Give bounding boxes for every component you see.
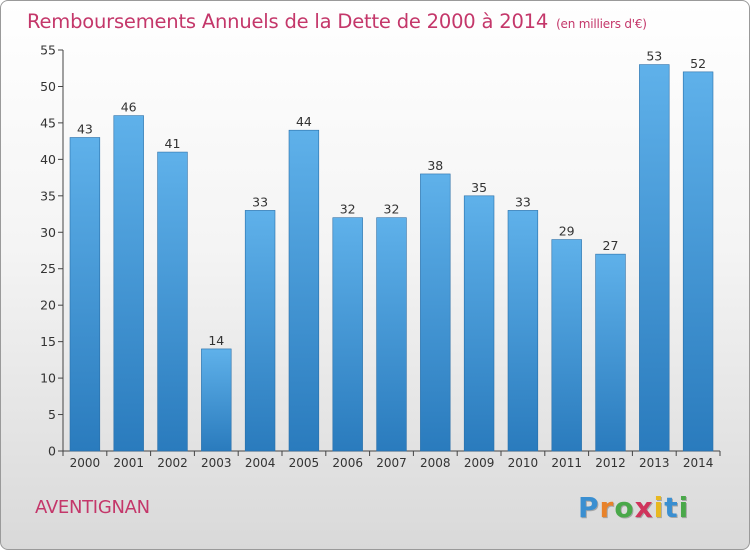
y-tick-label: 5 xyxy=(48,407,56,422)
data-label: 44 xyxy=(296,114,312,129)
bar xyxy=(507,210,539,452)
bar xyxy=(463,195,495,452)
data-label: 32 xyxy=(340,202,356,217)
x-tick-label: 2013 xyxy=(639,456,670,470)
x-tick-label: 2004 xyxy=(245,456,276,470)
data-label: 38 xyxy=(427,158,443,173)
data-label: 29 xyxy=(559,224,575,239)
x-tick-label: 2008 xyxy=(420,456,451,470)
data-label: 33 xyxy=(252,194,268,209)
chart-subtitle: (en milliers d'€) xyxy=(556,17,647,31)
data-label: 32 xyxy=(384,202,400,217)
data-label: 43 xyxy=(77,121,93,136)
x-tick-label: 2001 xyxy=(113,456,144,470)
bar xyxy=(639,64,670,452)
y-tick-label: 30 xyxy=(40,225,56,240)
y-tick-label: 45 xyxy=(40,115,56,130)
logo-letter: r xyxy=(599,491,615,524)
x-tick-label: 2002 xyxy=(157,456,188,470)
x-tick-label: 2006 xyxy=(332,456,363,470)
bar xyxy=(113,115,144,452)
x-tick-label: 2007 xyxy=(376,456,407,470)
y-tick-label: 35 xyxy=(40,188,56,203)
title-text: Remboursements Annuels de la Dette de 20… xyxy=(27,10,549,33)
x-tick-label: 2005 xyxy=(289,456,320,470)
y-tick-label: 50 xyxy=(40,79,56,94)
x-tick-label: 2014 xyxy=(683,456,714,470)
bar xyxy=(244,210,276,452)
data-label: 46 xyxy=(121,100,137,115)
x-tick-label: 2011 xyxy=(551,456,582,470)
logo-letter: x xyxy=(634,491,654,524)
bar xyxy=(69,137,101,452)
y-tick-label: 25 xyxy=(40,261,56,276)
x-tick-label: 2012 xyxy=(595,456,626,470)
proxiti-logo: Proxiti xyxy=(578,491,689,524)
data-label: 52 xyxy=(690,56,706,71)
logo-letter: i xyxy=(653,491,665,524)
logo-letter: o xyxy=(614,491,635,524)
data-label: 35 xyxy=(471,180,487,195)
bar xyxy=(595,253,626,452)
x-tick-label: 2010 xyxy=(508,456,539,470)
x-tick-label: 2003 xyxy=(201,456,232,470)
y-tick-label: 15 xyxy=(40,334,56,349)
bar xyxy=(551,239,582,452)
logo-letter: i xyxy=(678,491,690,524)
x-tick-label: 2009 xyxy=(464,456,495,470)
bar xyxy=(420,173,451,452)
bar xyxy=(288,129,320,452)
y-tick-label: 10 xyxy=(40,371,56,386)
commune-name: AVENTIGNAN xyxy=(35,497,150,518)
data-label: 27 xyxy=(603,238,619,253)
data-label: 41 xyxy=(165,136,181,151)
chart-title: Remboursements Annuels de la Dette de 20… xyxy=(27,10,647,33)
x-tick-label: 2000 xyxy=(70,456,101,470)
bar xyxy=(157,151,188,452)
bar xyxy=(201,348,232,452)
bar xyxy=(332,217,363,452)
bar xyxy=(682,71,714,452)
y-tick-label: 0 xyxy=(48,444,56,459)
logo-letter: t xyxy=(664,491,679,524)
data-label: 53 xyxy=(646,49,662,64)
y-tick-label: 55 xyxy=(40,43,56,58)
data-label: 14 xyxy=(208,333,224,348)
y-tick-label: 40 xyxy=(40,152,56,167)
logo-letter: P xyxy=(578,491,600,524)
bar xyxy=(376,217,407,452)
y-tick-label: 20 xyxy=(40,298,56,313)
data-label: 33 xyxy=(515,194,531,209)
